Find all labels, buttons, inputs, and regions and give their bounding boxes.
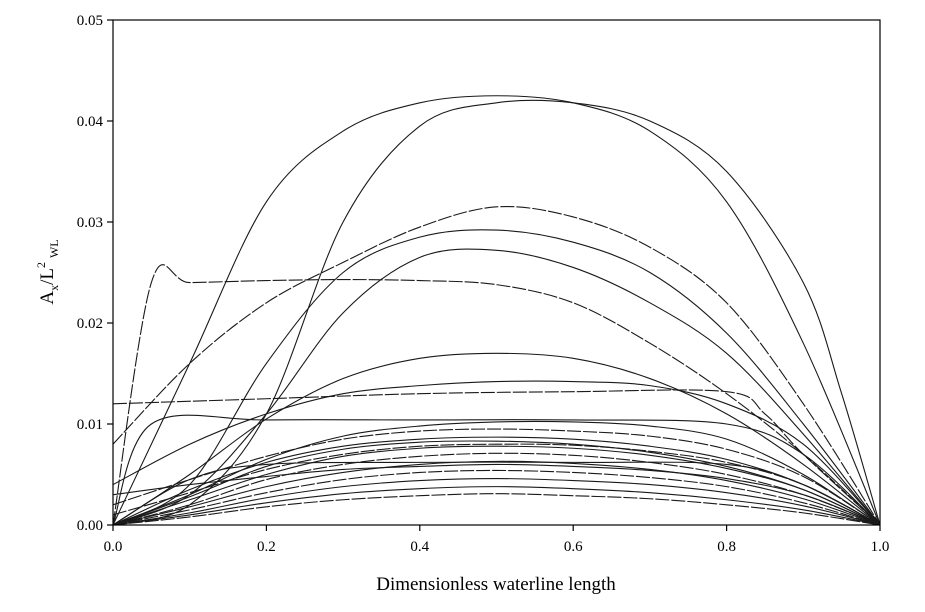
y-tick-label: 0.02: [77, 316, 103, 332]
series-line-2: [112, 99, 881, 526]
series-line-11: [112, 420, 881, 526]
series-line-12: [112, 428, 881, 526]
series-line-20: [112, 486, 881, 526]
y-axis-title-subscript-wl: WL: [47, 239, 61, 258]
plot-frame: [112, 19, 881, 526]
series-line-6: [112, 264, 881, 526]
y-tick-label: 0.03: [77, 215, 103, 231]
series-line-1: [112, 95, 881, 526]
series-line-18: [112, 469, 881, 526]
series-line-22: [112, 463, 881, 526]
series-line-17: [112, 460, 881, 526]
series-line-7: [112, 352, 881, 526]
series-line-23: [112, 440, 881, 526]
x-tick-label: 0.2: [257, 539, 276, 555]
series-line-13: [112, 436, 881, 526]
series-line-15: [112, 452, 881, 526]
y-tick-label: 0.05: [77, 13, 103, 29]
series-line-21: [112, 493, 881, 526]
x-tick-label: 1.0: [871, 539, 890, 555]
y-axis-title-superscript: 2: [34, 262, 48, 268]
series-line-19: [112, 477, 881, 526]
y-axis-title: Ax/L2 WL: [34, 239, 61, 304]
x-tick-label: 0.4: [410, 539, 429, 555]
chart-axes: 0.0 0.2 0.4 0.6 0.8 1.0 0.00 0.01 0.02 0.03 0.04 0.…: [77, 13, 890, 555]
y-axis-title-subscript: x: [47, 285, 61, 291]
x-tick-label: 0.6: [564, 539, 583, 555]
y-tick-label: 0.01: [77, 417, 103, 433]
y-tick-label: 0.00: [77, 518, 103, 534]
series-line-14: [112, 445, 881, 526]
series-line-24: [112, 443, 881, 526]
series-line-9: [112, 389, 881, 526]
y-tick-label: 0.04: [77, 114, 104, 130]
chart-curves: [112, 95, 881, 526]
x-tick-label: 0.8: [717, 539, 736, 555]
x-tick-label: 0.0: [104, 539, 123, 555]
series-line-8: [112, 380, 881, 526]
series-line-3: [112, 205, 881, 526]
series-line-4: [112, 229, 881, 526]
series-line-5: [112, 248, 881, 526]
series-line-10: [112, 414, 881, 526]
x-axis-title: Dimensionless waterline length: [376, 574, 616, 595]
y-axis-title-middle: /L: [37, 268, 58, 285]
y-axis-title-main: A: [37, 291, 58, 305]
